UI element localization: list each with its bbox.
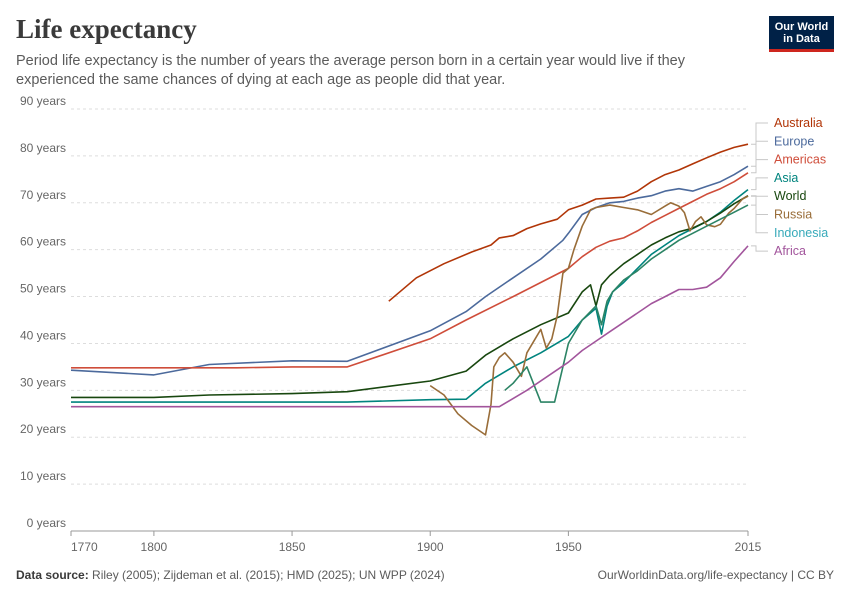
y-tick-label: 50 years [20, 282, 66, 296]
series-line-australia[interactable] [388, 143, 749, 302]
chart-title: Life expectancy [16, 14, 197, 44]
legend-connector-americas [751, 159, 768, 174]
series-line-asia[interactable] [71, 188, 749, 403]
series-line-europe[interactable] [70, 165, 749, 376]
legend-label-australia[interactable]: Australia [774, 116, 823, 130]
legend-label-indonesia[interactable]: Indonesia [774, 226, 828, 240]
data-source-text: Riley (2005); Zijdeman et al. (2015); HM… [92, 568, 445, 582]
owid-logo[interactable]: Our World in Data [769, 16, 834, 52]
legend-connector-asia [751, 177, 768, 191]
series-lines [70, 143, 749, 436]
credit-link[interactable]: OurWorldinData.org/life-expectancy | CC … [597, 568, 834, 582]
x-tick-label: 1770 [71, 540, 98, 554]
x-axis: 1770 1800 1850 1900 1950 2015 [70, 530, 762, 554]
legend-connector-indonesia [751, 204, 768, 234]
data-source-label: Data source: [16, 568, 89, 582]
x-tick-label: 2015 [735, 540, 762, 554]
series-line-africa[interactable] [71, 245, 749, 408]
chart-subtitle: Period life expectancy is the number of … [16, 53, 685, 88]
y-tick-label: 70 years [20, 188, 66, 202]
y-tick-label: 0 years [27, 516, 66, 530]
y-tick-label: 40 years [20, 328, 66, 342]
y-tick-label: 20 years [20, 422, 66, 436]
legend-connector-africa [751, 245, 768, 252]
legend-connector-europe [751, 140, 768, 167]
grid-lines [71, 108, 748, 532]
y-tick-label: 80 years [20, 141, 66, 155]
y-tick-label: 10 years [20, 469, 66, 483]
series-line-russia[interactable] [429, 195, 749, 436]
legend-label-world[interactable]: World [774, 189, 806, 203]
x-tick-label: 1950 [555, 540, 582, 554]
logo-line-1: Our World [774, 21, 829, 33]
y-tick-label: 30 years [20, 375, 66, 389]
series-line-americas[interactable] [71, 172, 749, 369]
x-tick-label: 1900 [417, 540, 444, 554]
logo-line-2: in Data [783, 33, 820, 45]
y-tick-label: 60 years [20, 235, 66, 249]
x-tick-label: 1850 [279, 540, 306, 554]
y-tick-label: 90 years [20, 94, 66, 108]
legend-label-americas[interactable]: Americas [774, 153, 826, 167]
x-tick-label: 1800 [141, 540, 168, 554]
legend-label-africa[interactable]: Africa [774, 244, 806, 258]
y-axis-ticks: 0 years 10 years 20 years 30 years 40 years 5… [20, 94, 66, 530]
data-source: Data source: Riley (2005); Zijdeman et a… [16, 568, 445, 582]
legend-connector-australia [751, 122, 768, 145]
legend-label-russia[interactable]: Russia [774, 208, 812, 222]
legend-label-europe[interactable]: Europe [774, 134, 814, 148]
series-line-indonesia[interactable] [504, 204, 749, 403]
legend-label-asia[interactable]: Asia [774, 171, 798, 185]
legend: Australia Europe Americas Asia World Russia In… [751, 116, 828, 258]
